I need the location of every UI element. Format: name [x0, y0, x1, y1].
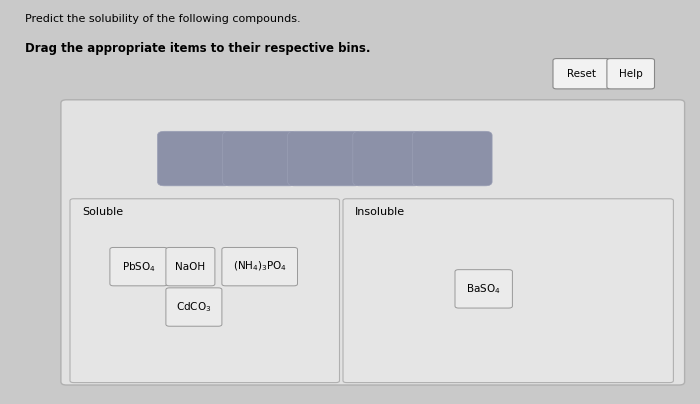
Text: PbSO$_4$: PbSO$_4$: [122, 260, 155, 274]
Text: (NH$_4$)$_3$PO$_4$: (NH$_4$)$_3$PO$_4$: [232, 260, 287, 274]
Text: Predict the solubility of the following compounds.: Predict the solubility of the following …: [25, 14, 300, 24]
Text: BaSO$_4$: BaSO$_4$: [466, 282, 501, 296]
Text: Drag the appropriate items to their respective bins.: Drag the appropriate items to their resp…: [25, 42, 370, 55]
FancyBboxPatch shape: [166, 247, 215, 286]
FancyBboxPatch shape: [455, 270, 512, 308]
FancyBboxPatch shape: [222, 247, 298, 286]
FancyBboxPatch shape: [288, 131, 361, 186]
Text: CdCO$_3$: CdCO$_3$: [176, 300, 211, 314]
FancyBboxPatch shape: [343, 199, 673, 383]
FancyBboxPatch shape: [353, 131, 421, 186]
FancyBboxPatch shape: [70, 199, 340, 383]
Text: Help: Help: [619, 69, 643, 79]
FancyBboxPatch shape: [412, 131, 492, 186]
FancyBboxPatch shape: [166, 288, 222, 326]
FancyBboxPatch shape: [223, 131, 296, 186]
FancyBboxPatch shape: [110, 247, 167, 286]
Text: Reset: Reset: [567, 69, 596, 79]
FancyBboxPatch shape: [61, 100, 685, 385]
Text: Soluble: Soluble: [82, 207, 123, 217]
FancyBboxPatch shape: [158, 131, 231, 186]
FancyBboxPatch shape: [553, 59, 610, 89]
Text: NaOH: NaOH: [175, 262, 206, 271]
FancyBboxPatch shape: [607, 59, 654, 89]
Text: Insoluble: Insoluble: [355, 207, 405, 217]
